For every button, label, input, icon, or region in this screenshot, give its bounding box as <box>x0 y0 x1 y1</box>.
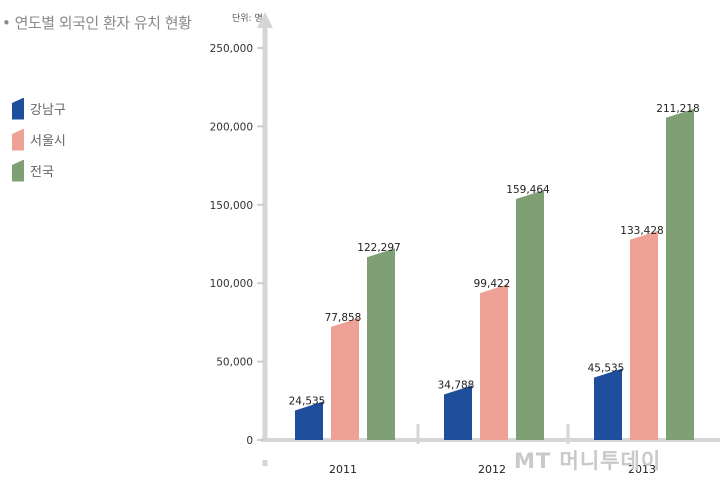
legend-label: 전국 <box>30 165 54 180</box>
bar-value-label: 45,535 <box>588 363 625 375</box>
legend-label: 강남구 <box>30 103 66 118</box>
legend-swatch <box>12 97 24 120</box>
y-tick-label: 0 <box>246 435 253 447</box>
title-bullet: • <box>2 14 15 32</box>
bar <box>630 230 658 440</box>
y-tick-label: 200,000 <box>210 121 253 133</box>
bar <box>666 108 694 440</box>
bar <box>480 284 508 440</box>
bar <box>516 189 544 440</box>
bar-value-label: 34,788 <box>438 379 475 391</box>
y-tick-label: 250,000 <box>210 43 253 55</box>
x-tick-label: 2012 <box>478 463 506 476</box>
y-tick-label: 150,000 <box>210 200 253 212</box>
bar-value-label: 133,428 <box>620 225 663 237</box>
legend-item-gangnam: 강남구 <box>12 93 66 124</box>
bar <box>367 248 395 440</box>
bar <box>444 385 472 440</box>
chart-title: • 연도별 외국인 환자 유치 현황 <box>2 14 192 32</box>
watermark: MT 머니투데이 <box>514 449 662 473</box>
x-tick-label: 2011 <box>329 463 357 476</box>
bar <box>594 368 622 440</box>
bar-value-label: 24,535 <box>289 396 326 408</box>
bar-value-label: 159,464 <box>506 184 550 196</box>
legend: 강남구 서울시 전국 <box>12 93 66 186</box>
bar <box>331 317 359 440</box>
legend-item-seoul: 서울시 <box>12 124 66 155</box>
legend-item-national: 전국 <box>12 155 66 186</box>
y-axis-arrow <box>257 12 273 28</box>
legend-label: 서울시 <box>30 134 66 149</box>
bar <box>295 401 323 440</box>
bar-value-label: 211,218 <box>656 103 699 115</box>
legend-swatch <box>12 159 24 182</box>
bar-value-label: 122,297 <box>357 242 400 254</box>
x-tick-label: 2013 <box>628 463 656 476</box>
legend-swatch <box>12 128 24 151</box>
y-tick-label: 50,000 <box>216 357 253 369</box>
unit-label: 단위: 명 <box>232 14 263 24</box>
bar-value-label: 77,858 <box>325 312 362 324</box>
bar-value-label: 99,422 <box>474 278 511 290</box>
y-tick-label: 100,000 <box>210 278 253 290</box>
